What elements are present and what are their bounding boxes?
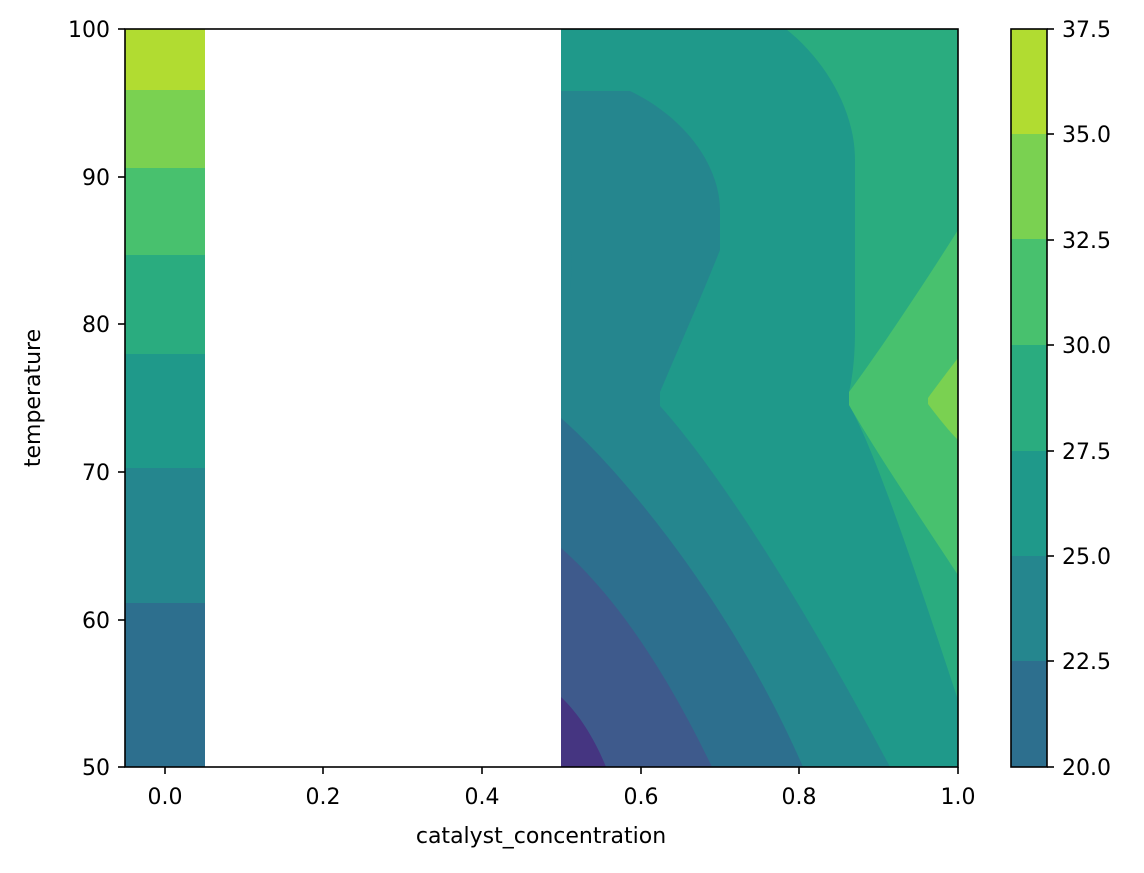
contour-band — [125, 168, 205, 256]
contour-band — [125, 29, 205, 91]
colorbar-tick-label: 30.0 — [1062, 334, 1111, 359]
colorbar-tick-label: 27.5 — [1062, 440, 1111, 465]
plot-area — [125, 29, 958, 767]
x-tick-label: 0.6 — [624, 785, 659, 810]
y-tick-label: 70 — [82, 461, 110, 486]
contour-band — [125, 468, 205, 604]
colorbar-band — [1011, 239, 1047, 346]
y-tick-label: 100 — [68, 18, 110, 43]
contour-band — [561, 548, 712, 767]
x-axis: 0.0 0.2 0.4 0.6 0.8 1.0 catalyst_concent… — [148, 767, 976, 849]
right-contour-region — [561, 29, 958, 767]
colorbar: 20.0 22.5 25.0 27.5 30.0 32.5 35.0 37.5 — [1010, 18, 1111, 781]
y-axis: 50 60 70 80 90 100 temperature — [21, 18, 125, 781]
colorbar-band — [1011, 556, 1047, 662]
colorbar-band — [1011, 451, 1047, 557]
x-tick-label: 0.0 — [148, 785, 183, 810]
contour-band — [928, 358, 958, 440]
contour-band — [125, 603, 205, 767]
plot-frame — [124, 28, 959, 768]
contour-band — [125, 90, 205, 169]
contour-band — [125, 354, 205, 469]
left-contour-strip — [125, 29, 205, 767]
colorbar-tick-label: 20.0 — [1062, 756, 1111, 781]
colorbar-tick-label: 25.0 — [1062, 545, 1111, 570]
y-axis-label: temperature — [21, 329, 46, 467]
x-tick-label: 0.2 — [306, 785, 341, 810]
y-tick-label: 90 — [82, 166, 110, 191]
y-tick-label: 60 — [82, 609, 110, 634]
colorbar-band — [1011, 29, 1047, 135]
colorbar-tick-label: 32.5 — [1062, 229, 1111, 254]
contour-band — [125, 255, 205, 355]
colorbar-band — [1011, 661, 1047, 767]
x-tick-label: 0.8 — [782, 785, 817, 810]
x-axis-label: catalyst_concentration — [416, 824, 666, 849]
colorbar-band — [1011, 345, 1047, 452]
x-tick-label: 1.0 — [941, 785, 976, 810]
colorbar-tick-label: 37.5 — [1062, 18, 1111, 43]
colorbar-band — [1011, 134, 1047, 240]
colorbar-tick-label: 35.0 — [1062, 123, 1111, 148]
contour-band — [561, 697, 606, 767]
colorbar-tick-label: 22.5 — [1062, 650, 1111, 675]
x-tick-label: 0.4 — [465, 785, 500, 810]
contour-band — [561, 210, 572, 330]
colorbar-frame — [1010, 28, 1048, 768]
contour-band — [849, 230, 958, 575]
y-tick-label: 80 — [82, 313, 110, 338]
y-tick-label: 50 — [82, 756, 110, 781]
